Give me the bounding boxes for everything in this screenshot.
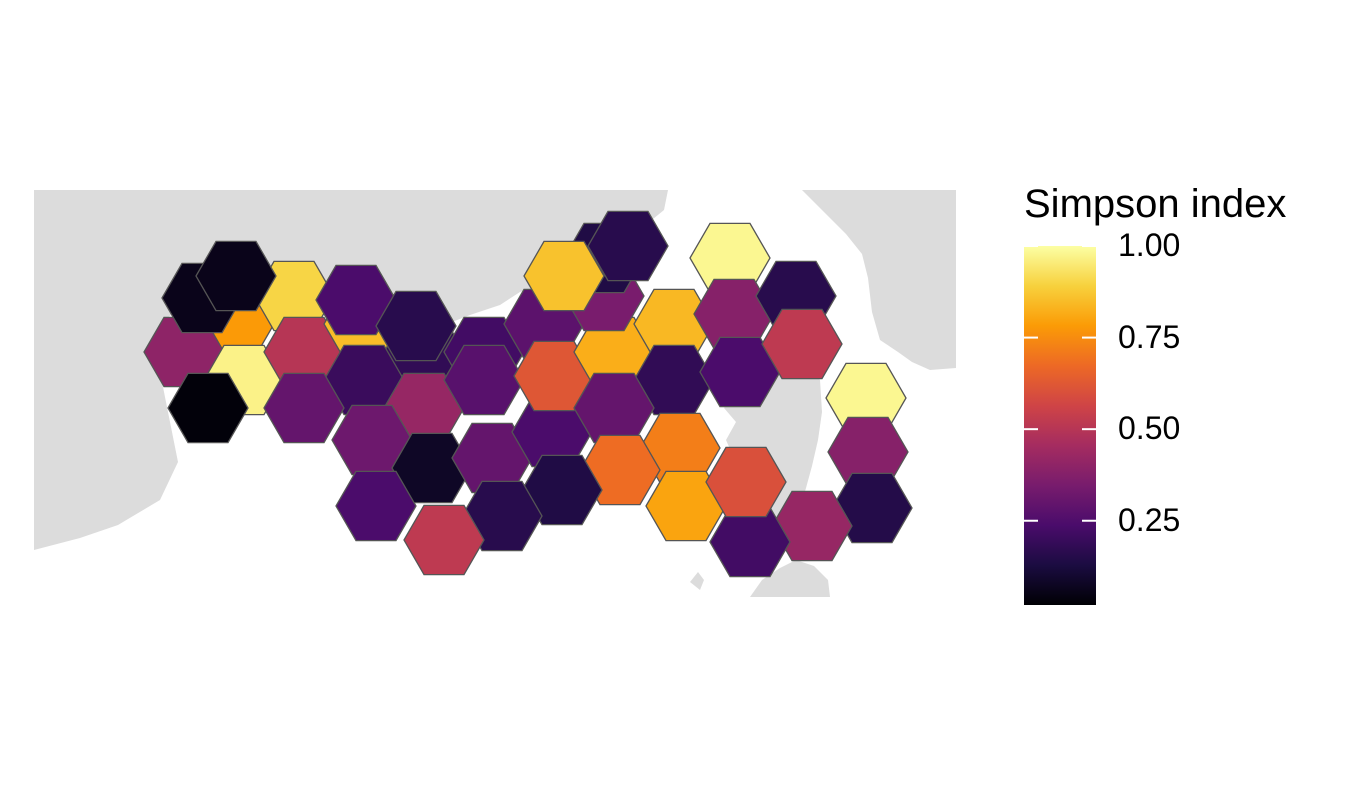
hex-cell [761,308,843,380]
hex-cell [573,372,655,444]
legend-tick-label: 1.00 [1118,227,1181,263]
legend-tick-label: 0.50 [1118,410,1181,447]
hex-cell [523,240,605,312]
hex-cell [403,504,485,576]
hex-cell [375,290,457,362]
hex-cell [195,240,277,312]
hex-cell [263,372,345,444]
legend-tick-label: 0.25 [1118,501,1181,538]
legend-colorbar [1024,246,1096,605]
hex-cell [335,470,417,542]
hex-cell [167,372,249,444]
legend: Simpson index 1.00 0.75 0.50 0.25 [1024,176,1354,616]
hex-cell [771,490,853,562]
hex-cell [521,454,603,526]
legend-title: Simpson index [1024,182,1287,226]
land-northeast [684,190,956,370]
land-islet [690,572,704,590]
legend-tick-label: 0.75 [1118,318,1181,355]
land-sardinia [750,560,830,597]
hex-cells [143,210,913,578]
hex-cell [461,480,543,552]
hex-cell [587,210,669,282]
hex-cell [705,446,787,518]
